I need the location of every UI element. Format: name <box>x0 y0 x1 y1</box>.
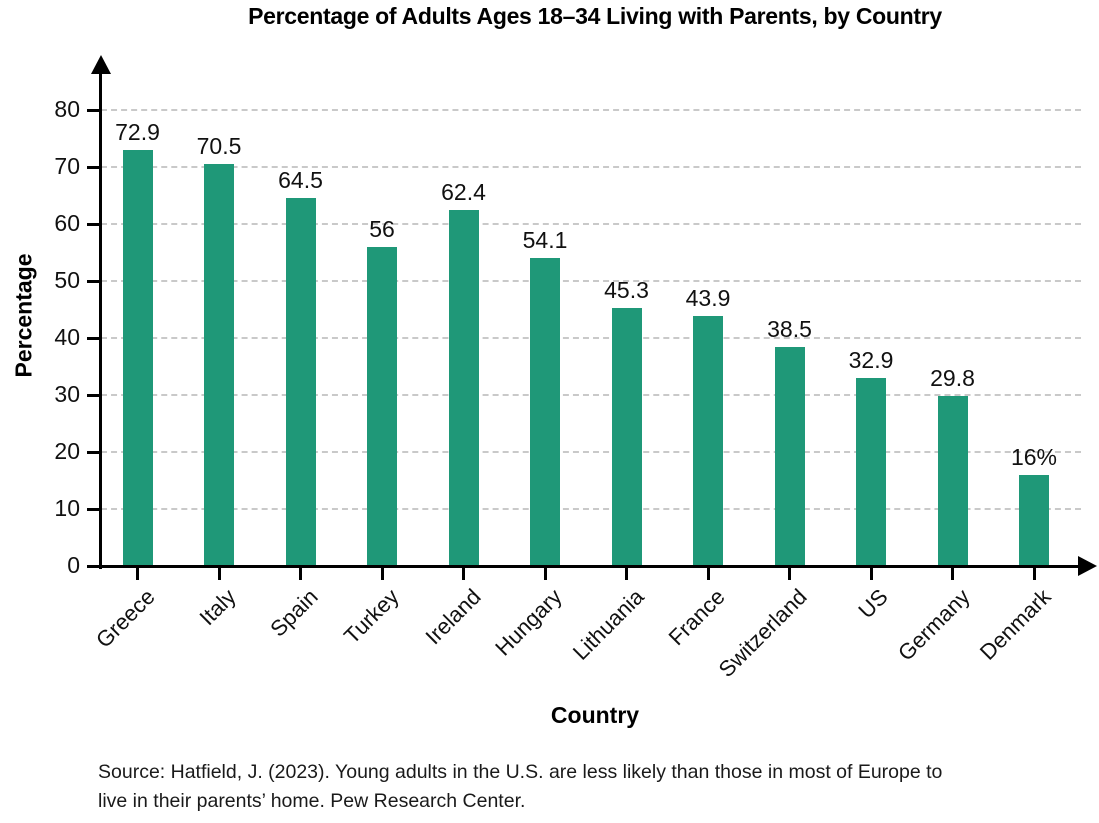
x-tick-mark <box>380 568 384 580</box>
x-tick-mark <box>299 568 302 580</box>
source-note: Source: Hatfield, J. (2023). Young adult… <box>98 758 1078 816</box>
bar-value-label: 64.5 <box>278 167 323 194</box>
bar-value-label: 43.9 <box>685 284 731 311</box>
y-tick-label: 0 <box>67 552 80 578</box>
y-tick-mark <box>87 222 101 226</box>
bar <box>856 378 886 566</box>
y-tick-label: 20 <box>54 438 80 464</box>
x-tick-mark <box>951 568 954 580</box>
y-tick-mark <box>87 165 101 169</box>
bar-value-label: 32.9 <box>848 347 894 374</box>
y-tick-mark <box>87 393 101 397</box>
bar <box>448 210 479 566</box>
y-tick-label: 30 <box>54 381 80 407</box>
bar-value-label: 16% <box>1010 443 1058 470</box>
bar-value-label: 62.4 <box>441 179 486 206</box>
chart-title: Percentage of Adults Ages 18–34 Living w… <box>248 3 942 29</box>
y-tick-label: 80 <box>54 96 80 122</box>
bar-value-label: 45.3 <box>604 276 649 303</box>
bar-value-label: 72.9 <box>115 119 160 146</box>
y-axis-arrow-icon <box>91 55 111 74</box>
gridline <box>101 337 1081 339</box>
bar-value-label: 29.8 <box>930 365 975 392</box>
y-tick-label: 40 <box>54 324 80 350</box>
bar <box>693 315 723 566</box>
x-axis-label: Country <box>550 702 640 728</box>
x-tick-mark <box>869 568 873 580</box>
bar <box>204 164 234 566</box>
bar <box>530 257 560 566</box>
x-tick-mark <box>543 568 547 580</box>
x-tick-mark <box>1032 568 1036 580</box>
x-tick-mark <box>625 568 628 580</box>
x-axis-line <box>97 565 1083 568</box>
bar <box>1019 474 1049 566</box>
bar-value-label: 70.5 <box>196 133 242 160</box>
bar <box>937 396 968 566</box>
bar-value-label: 56 <box>369 215 395 242</box>
bar <box>611 307 642 566</box>
x-tick-mark <box>136 568 139 580</box>
gridline <box>101 394 1081 396</box>
y-tick-mark <box>87 336 101 340</box>
y-tick-mark <box>87 108 101 112</box>
y-tick-mark <box>87 564 101 568</box>
y-tick-label: 60 <box>54 210 80 236</box>
x-tick-mark <box>788 568 791 580</box>
y-axis-line <box>99 70 102 569</box>
x-tick-mark <box>462 568 465 580</box>
y-tick-mark <box>87 507 101 511</box>
gridline <box>101 508 1081 510</box>
bar-value-label: 54.1 <box>522 226 568 253</box>
source-note-line2: live in their parents’ home. Pew Researc… <box>98 790 526 812</box>
gridline <box>101 280 1081 282</box>
y-tick-label: 10 <box>54 495 80 521</box>
bar <box>122 150 153 566</box>
y-tick-label: 70 <box>54 153 80 179</box>
bar <box>774 346 805 566</box>
y-tick-mark <box>87 450 101 454</box>
x-tick-mark <box>706 568 710 580</box>
y-tick-mark <box>87 279 101 283</box>
gridline <box>101 166 1081 168</box>
y-tick-label: 50 <box>54 267 80 293</box>
x-axis-arrow-icon <box>1078 556 1097 576</box>
gridline <box>101 223 1081 225</box>
x-tick-mark <box>217 568 221 580</box>
bar <box>285 198 316 566</box>
bar-value-label: 38.5 <box>767 315 812 342</box>
bar <box>367 246 397 566</box>
gridline <box>101 451 1081 453</box>
gridline <box>101 109 1081 111</box>
source-note-line1: Source: Hatfield, J. (2023). Young adult… <box>98 761 943 783</box>
